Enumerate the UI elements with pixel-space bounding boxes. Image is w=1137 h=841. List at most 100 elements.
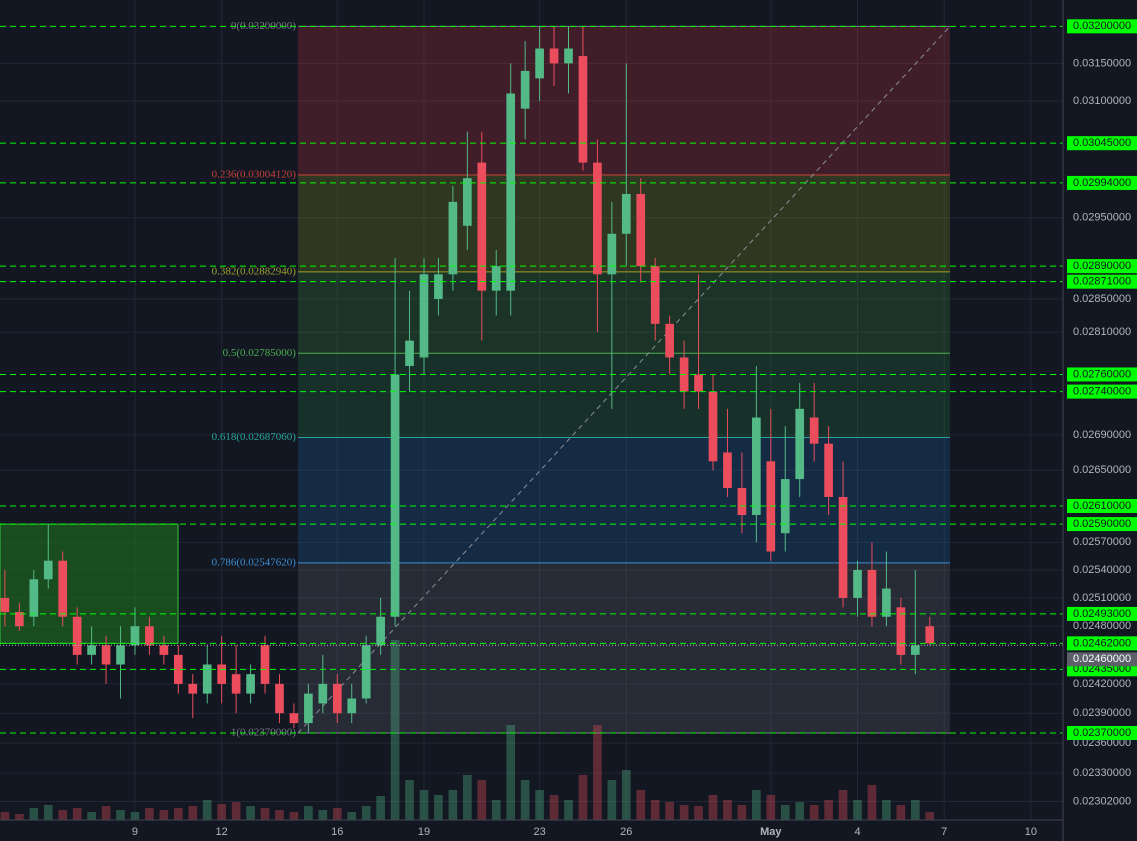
range-box [0, 523, 179, 644]
volume-bar [925, 812, 935, 820]
candle-body [752, 417, 761, 516]
volume-bar [246, 806, 255, 820]
price-label-bg [1067, 636, 1137, 651]
x-tick-label: 4 [854, 826, 860, 838]
price-label-bg [1067, 726, 1137, 741]
candle-body [361, 645, 371, 699]
candle-body [448, 201, 458, 275]
volume-bar [780, 805, 790, 820]
volume-bar [188, 806, 198, 820]
volume-bar [448, 790, 458, 820]
volume-bar [896, 805, 906, 820]
y-tick-label: 0.02330000 [1073, 767, 1131, 779]
volume-bar [173, 808, 183, 820]
candle-body [173, 654, 183, 684]
volume-bar [723, 800, 732, 820]
candle-body [867, 569, 877, 617]
candle-body [29, 579, 39, 617]
candle-body [853, 569, 862, 598]
volume-bar [217, 804, 227, 820]
candle-body [390, 374, 400, 617]
last-price-label-bg [1067, 652, 1137, 667]
price-label-bg [1067, 19, 1137, 34]
candle-body [260, 645, 270, 684]
price-label: 0.02462000 [1073, 637, 1131, 649]
candle-body [665, 323, 674, 358]
candle-body [130, 626, 140, 646]
price-label-bg [1067, 274, 1137, 289]
y-tick-label: 0.02302000 [1073, 795, 1131, 807]
y-tick-label: 0.02570000 [1073, 536, 1131, 548]
candle-body [43, 560, 53, 580]
price-label-bg [1067, 367, 1137, 382]
x-tick-label: 12 [216, 826, 228, 838]
candle-body [650, 266, 660, 324]
candle-body [376, 616, 385, 646]
volume-bar [491, 800, 501, 820]
volume-bar [766, 795, 776, 820]
volume-bar [506, 725, 516, 820]
volume-bar [72, 808, 82, 820]
volume-bar [116, 810, 125, 820]
candle-body [116, 645, 125, 665]
price-label: 0.02493000 [1073, 608, 1131, 620]
candle-body [795, 408, 805, 480]
candle-body [535, 48, 544, 79]
volume-bar [838, 790, 848, 820]
volume-bar [477, 780, 487, 820]
time-axis [0, 820, 1063, 841]
trend-line [297, 25, 951, 734]
volume-bar [882, 800, 891, 820]
volume-bar [549, 795, 559, 820]
price-label-bg [1067, 175, 1137, 190]
volume-bar [29, 808, 39, 820]
volume-bar [145, 808, 154, 820]
volume-bar [202, 800, 212, 820]
candle-body [910, 645, 920, 655]
candle-body [58, 560, 68, 617]
price-label: 0.02994000 [1073, 177, 1131, 189]
candle-body [101, 645, 111, 665]
price-label-bg [1067, 606, 1137, 621]
candle-body [694, 374, 703, 392]
candle-body [289, 713, 299, 724]
candle-body [332, 683, 342, 714]
fib-label: 0.5(0.02785000) [223, 347, 297, 359]
price-label: 0.02590000 [1073, 518, 1131, 530]
candle-body [304, 693, 313, 724]
y-tick-label: 0.03150000 [1073, 57, 1131, 69]
candle-body [217, 664, 227, 684]
price-label: 0.03200000 [1073, 20, 1131, 32]
volume-bar [58, 810, 68, 820]
candle-body [246, 674, 255, 694]
volume-bar [87, 812, 96, 820]
y-tick-label: 0.02810000 [1073, 326, 1131, 338]
candle-body [318, 683, 328, 704]
candle-body [188, 683, 198, 694]
candle-body [477, 162, 487, 291]
candle-body [0, 597, 10, 613]
volume-bar [607, 780, 617, 820]
x-tick-label: 9 [132, 826, 138, 838]
volume-bar [260, 808, 270, 820]
y-tick-label: 0.02420000 [1073, 678, 1131, 690]
candle-body [882, 588, 891, 617]
candle-body [145, 626, 154, 646]
candle-body [925, 626, 935, 644]
volume-bar [419, 790, 429, 820]
candle-body [838, 496, 848, 598]
price-label: 0.02370000 [1073, 727, 1131, 739]
candle-body [708, 391, 718, 462]
fib-label: 0.618(0.02687060) [212, 431, 297, 443]
x-tick-label: 19 [418, 826, 430, 838]
price-label: 0.03045000 [1073, 137, 1131, 149]
volume-bar [101, 806, 111, 820]
candle-body [419, 274, 429, 358]
price-label-bg [1067, 384, 1137, 399]
volume-bar [130, 812, 140, 820]
volume-bar [376, 796, 385, 820]
volume-bar [853, 800, 862, 820]
candle-body [87, 645, 96, 655]
y-tick-label: 0.03100000 [1073, 95, 1131, 107]
volume-bar [434, 795, 443, 820]
